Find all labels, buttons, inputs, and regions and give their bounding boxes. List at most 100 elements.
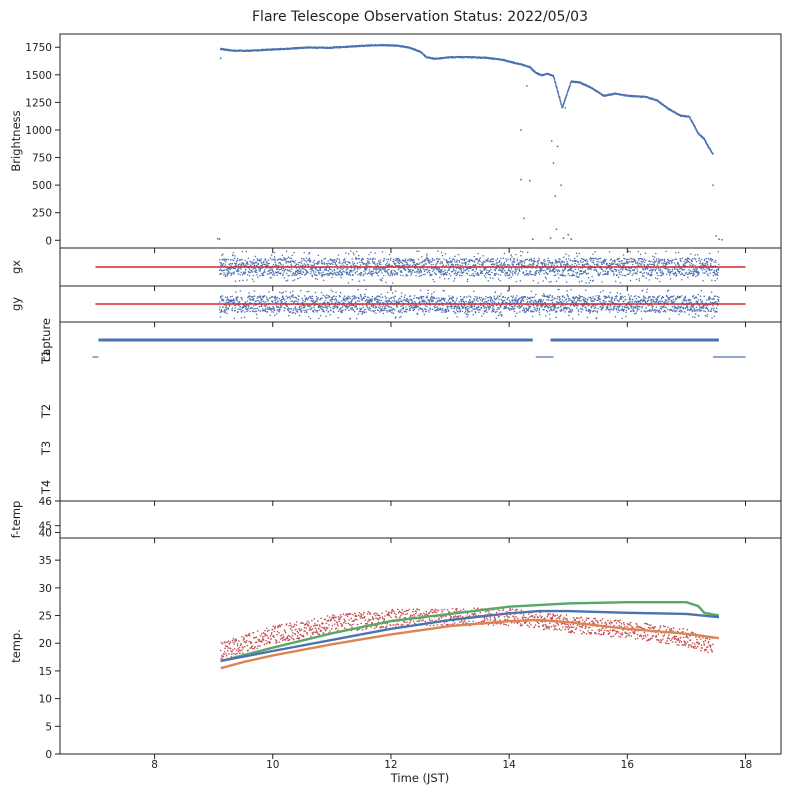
gx-point	[647, 272, 650, 275]
gx-point	[684, 274, 686, 276]
gx-point	[355, 257, 358, 260]
gx-point	[497, 278, 500, 280]
gx-point	[503, 268, 505, 270]
gx-point	[222, 262, 225, 265]
gx-point	[320, 259, 323, 262]
gx-point	[656, 264, 659, 266]
gx-point	[240, 264, 243, 266]
gx-point	[636, 270, 639, 272]
gy-point	[276, 296, 279, 299]
gx-point	[356, 270, 358, 273]
gx-point	[384, 264, 387, 266]
gx-point	[283, 271, 285, 273]
gx-point	[623, 274, 626, 277]
gx-point	[435, 273, 438, 276]
gx-point	[402, 274, 404, 277]
gx-point	[514, 273, 517, 275]
gy-point	[268, 291, 270, 293]
gx-point	[458, 261, 461, 263]
gx-point	[418, 250, 420, 252]
gx-point	[656, 272, 658, 274]
gx-point	[645, 277, 648, 279]
brightness-dropout-point	[520, 129, 522, 131]
gx-point	[252, 274, 255, 277]
gx-point	[352, 273, 354, 276]
gx-point	[629, 272, 631, 274]
gx-point	[670, 260, 672, 262]
gy-point	[282, 296, 284, 298]
gx-point	[247, 257, 250, 260]
gx-point	[231, 262, 234, 265]
gx-point	[242, 279, 244, 282]
gx-point	[318, 271, 320, 274]
gx-point	[239, 274, 241, 276]
gx-point	[643, 275, 645, 278]
gx-point	[354, 264, 357, 267]
gx-point	[277, 271, 280, 273]
brightness-y-tick-label: 500	[32, 180, 52, 192]
gx-point	[477, 273, 480, 276]
gx-point	[311, 275, 314, 278]
gx-point	[630, 270, 632, 272]
gx-point	[518, 270, 521, 272]
gx-point	[659, 269, 661, 272]
gx-point	[280, 272, 282, 274]
gx-point	[516, 268, 518, 271]
gx-point	[388, 263, 391, 265]
gx-point	[299, 271, 302, 273]
gy-point	[233, 299, 235, 301]
gx-point	[433, 259, 436, 261]
gx-point	[277, 264, 280, 267]
gy-point	[225, 301, 227, 304]
gx-point	[380, 270, 382, 272]
gy-point	[256, 300, 258, 302]
gx-point	[475, 267, 478, 270]
gx-point	[222, 253, 224, 255]
gx-point	[718, 263, 720, 266]
gx-point	[465, 269, 467, 271]
brightness-dropout-point	[219, 57, 222, 60]
gx-point	[689, 272, 692, 275]
gx-point	[702, 272, 704, 274]
gy-point	[243, 316, 246, 319]
gx-point	[436, 257, 438, 260]
gx-point	[366, 267, 368, 270]
gx-point	[412, 269, 415, 272]
gx-point	[598, 273, 601, 276]
gx-point	[418, 270, 420, 273]
gx-point	[555, 269, 557, 271]
gy-point	[237, 296, 239, 298]
gx-point	[372, 270, 374, 273]
gx-point	[296, 263, 298, 265]
gx-point	[344, 260, 347, 263]
gx-point	[576, 264, 578, 266]
gx-point	[454, 272, 457, 274]
gx-point	[668, 274, 671, 276]
gx-point	[582, 260, 584, 263]
gx-point	[502, 271, 504, 273]
gx-point	[230, 274, 232, 276]
gx-point	[232, 254, 234, 257]
x-tick-label: 14	[502, 759, 516, 771]
gx-point	[558, 270, 561, 273]
gy-point	[285, 301, 288, 303]
gx-point	[409, 271, 412, 273]
gx-point	[356, 268, 359, 270]
gx-point	[290, 264, 293, 267]
gx-point	[385, 262, 388, 265]
gx-point	[252, 280, 255, 283]
gx-point	[503, 261, 506, 264]
gx-point	[318, 273, 321, 275]
gx-point	[570, 267, 573, 270]
gx-point	[486, 269, 488, 271]
gx-point	[494, 274, 496, 276]
gx-point	[317, 254, 320, 257]
gx-point	[511, 272, 514, 275]
gx-point	[601, 263, 603, 266]
gx-point	[436, 268, 438, 271]
gx-point	[456, 273, 459, 275]
gy-point	[289, 298, 292, 300]
gx-point	[544, 276, 547, 278]
gx-point	[375, 269, 377, 271]
gx-point	[353, 253, 355, 256]
